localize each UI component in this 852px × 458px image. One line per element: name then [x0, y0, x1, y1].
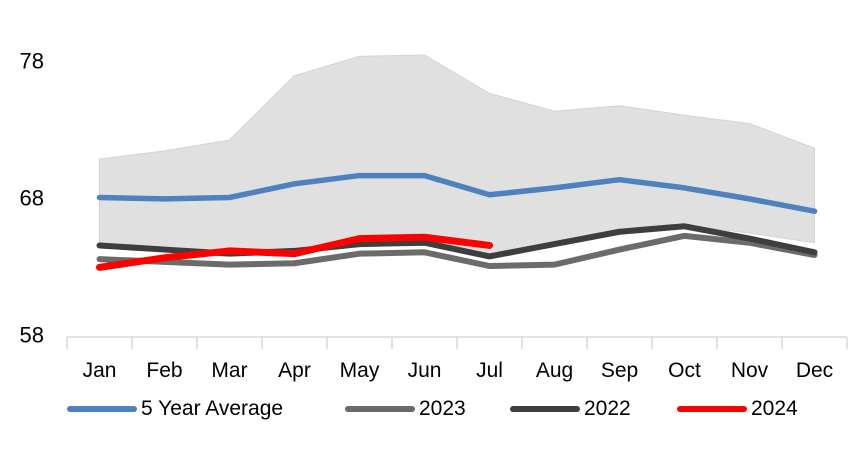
- legend-item-2022: 2022: [510, 398, 631, 420]
- legend: 5 Year Average 2023 2022 2024: [0, 398, 852, 424]
- series-line-5-year-average: [96, 172, 818, 214]
- y-axis-label-68: 68: [20, 186, 44, 211]
- series-line-2024: [96, 233, 493, 271]
- legend-label-2022: 2022: [584, 397, 631, 420]
- x-axis-label-apr: Apr: [278, 359, 311, 382]
- y-axis-label-78: 78: [20, 49, 44, 74]
- x-axis-label-jan: Jan: [83, 359, 117, 382]
- x-axis-label-nov: Nov: [731, 359, 769, 382]
- legend-swatch-2023: [345, 406, 415, 412]
- legend-item-5-year-average: 5 Year Average: [67, 398, 283, 420]
- x-axis-label-aug: Aug: [536, 359, 573, 382]
- five-year-range-band: [99, 54, 815, 256]
- legend-label-2024: 2024: [751, 397, 798, 420]
- legend-label-5-year-average: 5 Year Average: [141, 397, 284, 420]
- legend-swatch-2024: [677, 406, 747, 412]
- legend-swatch-5-year-average: [67, 406, 137, 412]
- x-axis-label-mar: Mar: [211, 359, 247, 382]
- y-axis-label-58: 58: [20, 323, 44, 348]
- x-axis-label-dec: Dec: [796, 359, 833, 382]
- legend-label-2023: 2023: [419, 397, 466, 420]
- x-axis-label-feb: Feb: [146, 359, 182, 382]
- legend-item-2024: 2024: [677, 398, 798, 420]
- legend-swatch-2022: [510, 406, 580, 412]
- x-axis-label-jun: Jun: [408, 359, 442, 382]
- x-axis-label-may: May: [340, 359, 380, 382]
- series-line-2023: [96, 232, 818, 269]
- x-axis-label-sep: Sep: [601, 359, 638, 382]
- legend-item-2023: 2023: [345, 398, 466, 420]
- x-axis-label-jul: Jul: [476, 359, 503, 382]
- x-axis-label-oct: Oct: [668, 359, 701, 382]
